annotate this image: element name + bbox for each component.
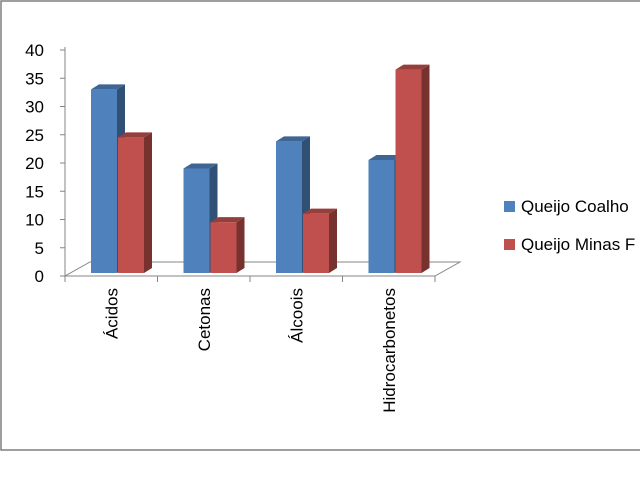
chart-border — [0, 0, 640, 451]
legend: Queijo Coalho Queijo Minas F — [504, 197, 635, 254]
x-axis-labels: Ácidos Cetonas Álcoois Hidrocarbonetos — [102, 288, 399, 413]
legend-label: Queijo Minas F — [521, 235, 635, 254]
y-tick-label: 15 — [25, 182, 44, 201]
bar-side — [236, 217, 245, 273]
bar-side — [421, 64, 430, 273]
y-tick-label: 40 — [25, 41, 44, 60]
x-tick-label: Álcoois — [287, 288, 306, 343]
bar-top — [91, 84, 125, 90]
bar-top — [276, 136, 310, 142]
y-tick-label: 10 — [25, 211, 44, 230]
bar-side — [144, 132, 152, 273]
legend-swatch — [504, 201, 515, 212]
x-tick-label: Cetonas — [195, 288, 214, 351]
bar-top — [395, 64, 430, 70]
bars — [91, 64, 430, 273]
y-tick-label: 20 — [25, 154, 44, 173]
bar-front — [183, 168, 210, 273]
bar-minas-2 — [303, 208, 337, 273]
bar-top — [303, 208, 337, 214]
bar-front — [303, 213, 329, 273]
bar-front — [210, 222, 237, 273]
bar-front — [368, 160, 395, 273]
legend-label: Queijo Coalho — [521, 197, 629, 216]
legend-swatch — [504, 239, 515, 250]
bar-top — [368, 155, 403, 160]
x-tick-label: Hidrocarbonetos — [380, 288, 399, 413]
y-tick-label: 5 — [35, 239, 44, 258]
bar-minas-3 — [395, 64, 430, 273]
y-tick-label: 25 — [25, 126, 44, 145]
bar-front — [276, 141, 302, 273]
x-tick-label: Ácidos — [102, 288, 121, 339]
bar-top — [210, 217, 245, 223]
bar-minas-1 — [210, 217, 245, 273]
bar-front — [395, 69, 422, 273]
y-tick-label: 0 — [35, 267, 44, 286]
bar-minas-0 — [118, 132, 152, 273]
bar-top — [183, 163, 218, 169]
bar-coalho-2 — [276, 136, 310, 273]
y-tick-label: 30 — [25, 98, 44, 117]
x-axis-ticks — [64, 276, 436, 282]
y-axis-ticks — [60, 49, 65, 277]
bar-front — [118, 137, 144, 273]
bar-side — [329, 208, 337, 273]
y-tick-label: 35 — [25, 69, 44, 88]
y-axis-labels: 0 5 10 15 20 25 30 35 40 — [25, 41, 44, 286]
bar-front — [91, 89, 117, 273]
bar-top — [118, 132, 152, 138]
